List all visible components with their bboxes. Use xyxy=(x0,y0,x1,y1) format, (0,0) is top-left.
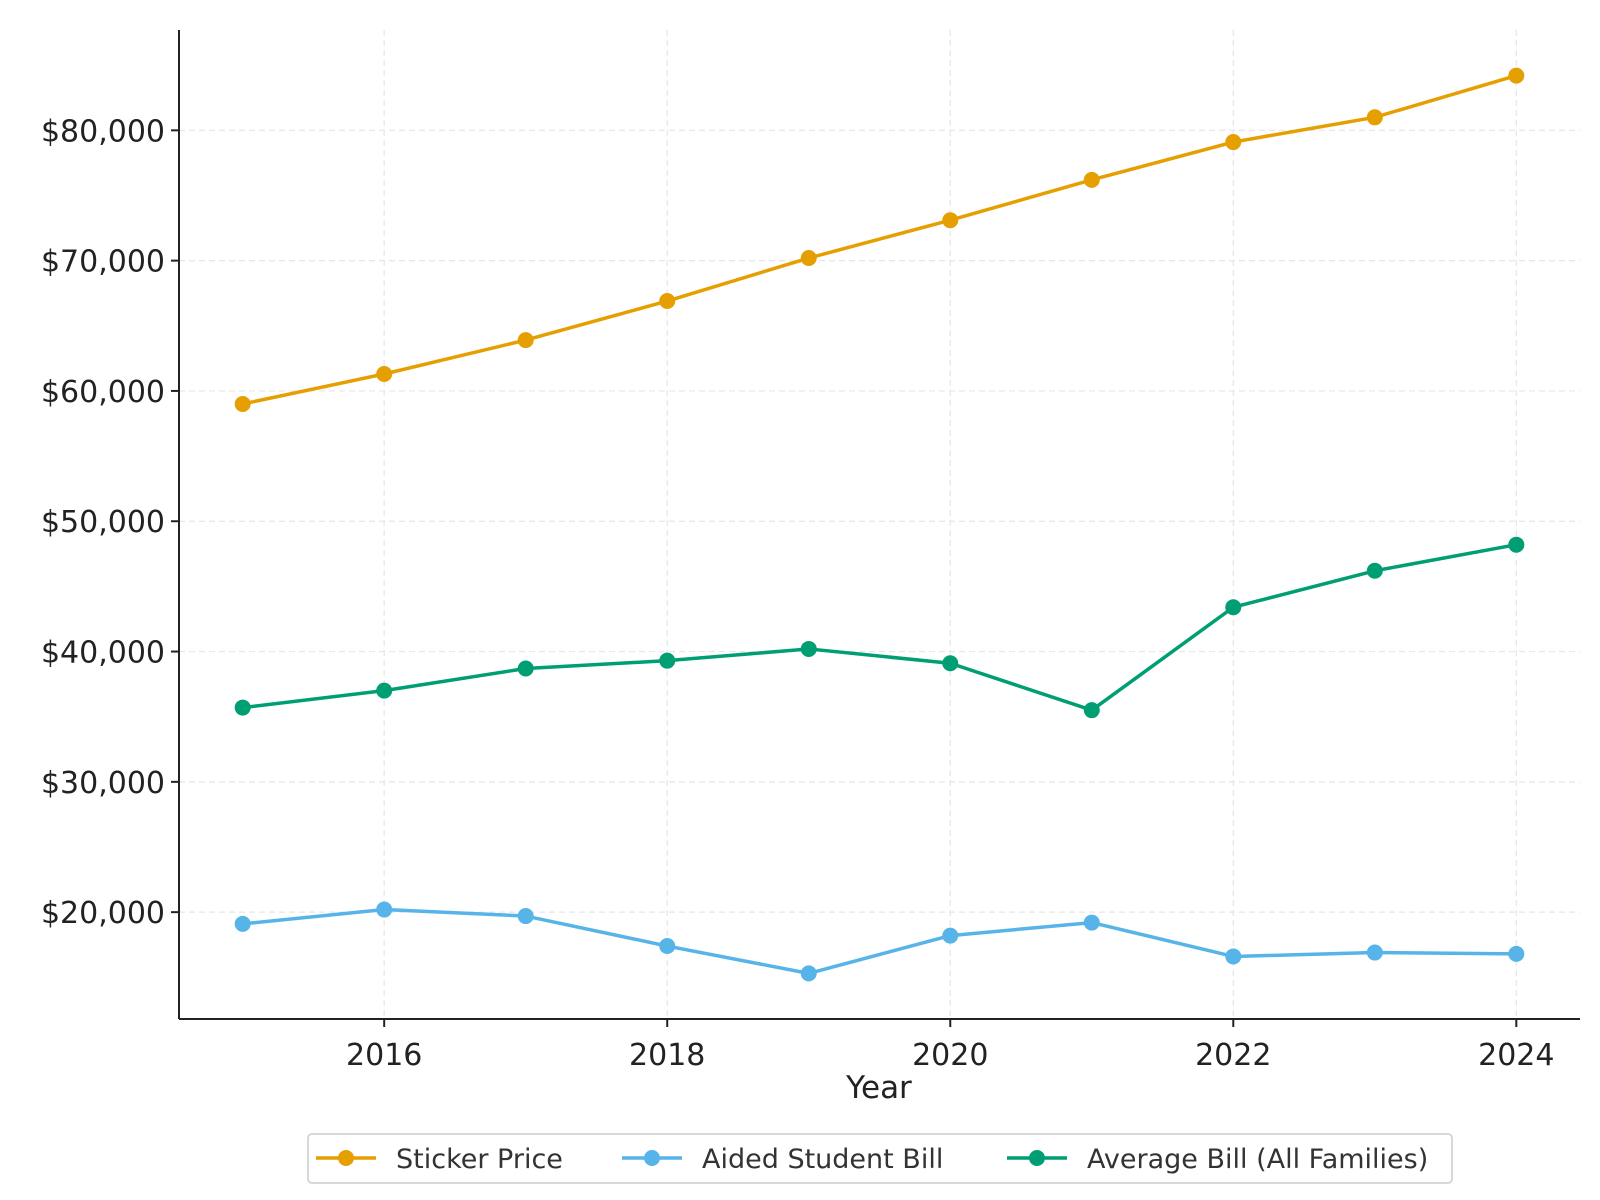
series-layer xyxy=(234,67,1525,982)
data-point-average-bill-all-families xyxy=(800,640,817,657)
data-point-aided-student-bill xyxy=(1508,945,1525,962)
data-point-average-bill-all-families xyxy=(659,652,676,669)
data-point-sticker-price xyxy=(376,366,393,382)
y-tick-label: $20,000 xyxy=(41,896,165,931)
data-point-average-bill-all-families xyxy=(234,699,251,716)
x-tick-label: 2024 xyxy=(1478,1038,1554,1073)
data-point-average-bill-all-families xyxy=(1508,536,1525,553)
legend-label: Aided Student Bill xyxy=(702,1144,943,1175)
data-point-sticker-price xyxy=(1366,109,1383,126)
legend-swatch-marker xyxy=(1029,1150,1045,1166)
data-point-aided-student-bill xyxy=(800,965,817,982)
data-point-aided-student-bill xyxy=(1366,944,1383,961)
legend-label: Sticker Price xyxy=(396,1144,563,1175)
tick-labels: 2016 2018 2020 2022 2024 $20,000 $30,000 $40,00… xyxy=(41,114,1555,1073)
grid-lines xyxy=(179,30,1580,1019)
legend-item-aided-student-bill: Aided Student Bill xyxy=(622,1144,943,1175)
series-line-aided-student-bill xyxy=(242,907,1517,976)
data-point-aided-student-bill xyxy=(942,927,959,944)
series-line-average-bill-all-families xyxy=(242,542,1517,712)
series-line-sticker-price xyxy=(242,73,1517,406)
x-tick-label: 2016 xyxy=(346,1038,422,1073)
data-point-aided-student-bill xyxy=(659,938,676,955)
data-point-sticker-price xyxy=(1225,134,1242,151)
data-point-average-bill-all-families xyxy=(1083,702,1100,719)
series-sticker-price xyxy=(234,67,1525,412)
data-point-sticker-price xyxy=(234,395,251,412)
data-point-sticker-price xyxy=(942,212,959,229)
data-point-aided-student-bill xyxy=(517,908,534,925)
x-tick-label: 2020 xyxy=(912,1038,988,1073)
legend-swatch-marker xyxy=(338,1150,354,1166)
x-axis-title: Year xyxy=(845,1070,912,1106)
series-aided-student-bill xyxy=(234,901,1525,982)
data-point-sticker-price xyxy=(1083,171,1100,188)
data-point-sticker-price xyxy=(517,332,534,349)
legend-frame xyxy=(307,1133,1453,1184)
legend-label: Average Bill (All Families) xyxy=(1087,1144,1428,1175)
y-tick-label: $80,000 xyxy=(41,114,165,149)
data-point-average-bill-all-families xyxy=(517,660,534,677)
y-tick-label: $70,000 xyxy=(41,245,165,280)
data-point-average-bill-all-families xyxy=(1366,562,1383,579)
data-point-sticker-price xyxy=(1508,67,1525,84)
data-point-aided-student-bill xyxy=(234,915,251,932)
legend-item-sticker-price: Sticker Price xyxy=(316,1144,563,1175)
y-tick-label: $60,000 xyxy=(41,375,165,410)
y-tick-label: $50,000 xyxy=(41,505,165,540)
data-point-aided-student-bill xyxy=(1225,948,1242,965)
data-point-sticker-price xyxy=(800,250,817,267)
y-tick-label: $30,000 xyxy=(41,766,165,801)
data-point-average-bill-all-families xyxy=(376,682,393,699)
data-point-sticker-price xyxy=(659,293,676,310)
y-tick-label: $40,000 xyxy=(41,636,165,671)
series-average-bill-all-families xyxy=(234,536,1525,719)
data-point-average-bill-all-families xyxy=(1225,599,1242,616)
legend: Sticker Price Aided Student Bill Average B… xyxy=(307,1133,1453,1184)
data-point-average-bill-all-families xyxy=(942,655,959,672)
axes xyxy=(171,30,1580,1027)
data-point-aided-student-bill xyxy=(1083,914,1100,931)
x-tick-label: 2018 xyxy=(629,1038,705,1073)
data-point-aided-student-bill xyxy=(376,901,393,918)
legend-item-average-bill-all-families: Average Bill (All Families) xyxy=(1007,1144,1428,1175)
x-tick-label: 2022 xyxy=(1195,1038,1271,1073)
legend-swatch-marker xyxy=(644,1150,660,1166)
